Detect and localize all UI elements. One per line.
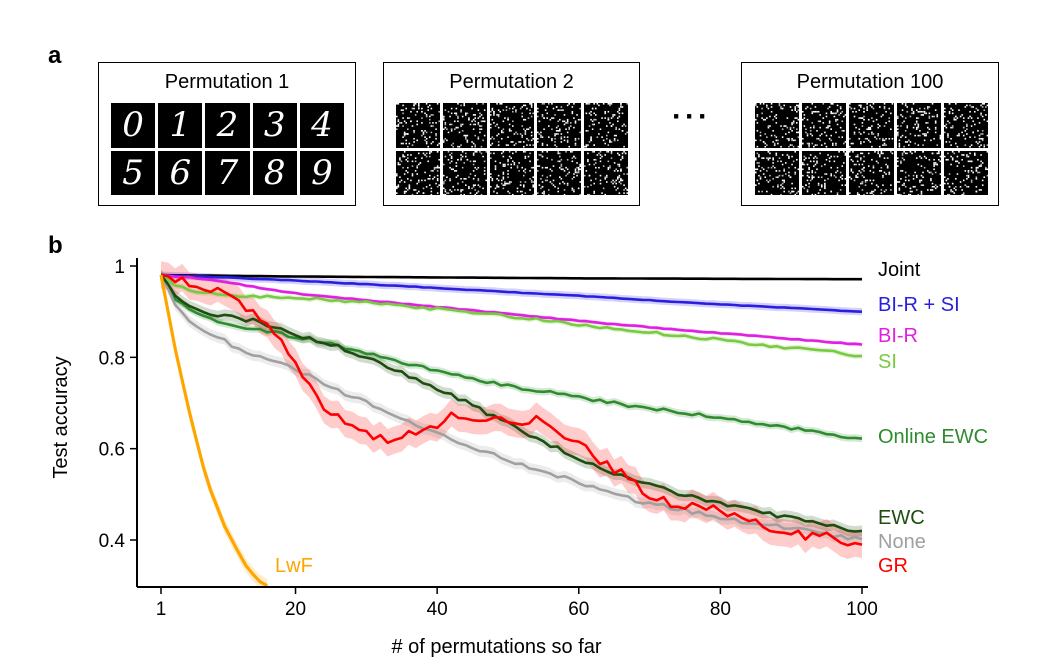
line-gr xyxy=(160,273,863,547)
noise-tile xyxy=(896,103,941,148)
digit-tile: 0 xyxy=(111,103,156,148)
confidence-bands xyxy=(161,261,862,587)
x-tick-label: 20 xyxy=(285,599,306,620)
panel-a-letter: a xyxy=(48,42,62,69)
noise-grid xyxy=(755,103,988,195)
series-label-ewc: EWC xyxy=(878,507,925,529)
digit-glyph: 0 xyxy=(122,105,144,145)
noise-tile xyxy=(755,103,800,148)
series-label-gr: GR xyxy=(878,555,908,577)
noise-tile xyxy=(849,103,894,148)
digit-tile: 5 xyxy=(111,150,156,195)
permutation-box-100: Permutation 100 xyxy=(741,62,999,206)
series-lines xyxy=(159,273,863,587)
digit-glyph: 4 xyxy=(311,105,333,145)
permutation-title: Permutation 1 xyxy=(164,71,290,93)
y-tick-label: 0.4 xyxy=(99,531,126,552)
noise-tile xyxy=(755,150,800,195)
y-tick-label: 0.6 xyxy=(99,440,125,461)
x-tick-label: 80 xyxy=(710,599,731,620)
line-none xyxy=(159,274,863,541)
line-bi-r xyxy=(160,273,863,346)
series-label-none: None xyxy=(878,531,926,553)
noise-tile xyxy=(490,150,534,195)
noise-grid xyxy=(396,103,628,195)
noise-tile xyxy=(802,103,847,148)
noise-tile xyxy=(584,103,628,148)
noise-tile xyxy=(537,150,581,195)
noise-tile xyxy=(396,150,440,195)
ellipsis: ··· xyxy=(672,100,711,133)
digit-tile: 2 xyxy=(205,103,250,148)
y-tick-label: 1 xyxy=(114,257,125,278)
x-axis-label: # of permutations so far xyxy=(391,636,601,657)
noise-tile xyxy=(896,150,941,195)
x-tick-label: 100 xyxy=(846,599,878,620)
digit-tile: 6 xyxy=(158,150,203,195)
series-label-bi-r-si: BI-R + SI xyxy=(878,294,960,316)
noise-tile xyxy=(396,103,440,148)
digit-glyph: 1 xyxy=(169,105,192,145)
noise-tile xyxy=(849,150,894,195)
line-bi-r-si xyxy=(160,273,863,313)
digit-glyph: 5 xyxy=(122,152,144,193)
panel-b-letter: b xyxy=(48,232,63,259)
series-label-lwf: LwF xyxy=(275,555,313,577)
series-label-online-ewc: Online EWC xyxy=(878,426,988,448)
noise-tile xyxy=(943,150,988,195)
digit-tile: 8 xyxy=(252,150,297,195)
digit-glyph: 7 xyxy=(216,152,239,193)
digit-glyph: 9 xyxy=(311,152,333,193)
noise-tile xyxy=(537,103,581,148)
x-tick-label: 60 xyxy=(568,599,589,620)
series-label-joint: Joint xyxy=(878,259,921,281)
digit-glyph: 8 xyxy=(263,152,286,193)
axes: 1 20 40 60 80 100 0.4 0.6 0.8 1 # of permutations … xyxy=(50,257,878,657)
noise-tile xyxy=(943,103,988,148)
line-online-ewc xyxy=(159,274,863,440)
y-tick-label: 0.8 xyxy=(99,348,125,369)
series-label-si: SI xyxy=(878,351,897,373)
digit-tile: 7 xyxy=(205,150,250,195)
band-gr xyxy=(161,261,862,559)
line-ewc xyxy=(159,274,863,533)
digit-glyph: 6 xyxy=(169,152,192,193)
noise-tile xyxy=(443,150,487,195)
line-si xyxy=(160,274,863,358)
x-tick-label: 1 xyxy=(156,599,167,620)
permutation-title: Permutation 100 xyxy=(796,71,944,93)
digit-tile: 1 xyxy=(158,103,203,148)
digit-glyph: 2 xyxy=(216,105,239,145)
noise-tile xyxy=(584,150,628,195)
noise-tile xyxy=(802,150,847,195)
digit-glyph: 3 xyxy=(263,105,286,145)
digit-tile: 4 xyxy=(299,103,344,148)
y-axis-label: Test accuracy xyxy=(50,356,72,478)
noise-tile xyxy=(443,103,487,148)
digit-tile: 9 xyxy=(299,150,344,195)
line-joint xyxy=(160,273,862,281)
noise-tile xyxy=(490,103,534,148)
x-tick-label: 40 xyxy=(427,599,448,620)
permutation-title: Permutation 2 xyxy=(449,71,574,93)
permutation-box-2: Permutation 2 xyxy=(383,62,640,206)
line-lwf xyxy=(159,274,268,587)
digit-tile: 3 xyxy=(252,103,297,148)
series-label-bi-r: BI-R xyxy=(878,325,918,347)
